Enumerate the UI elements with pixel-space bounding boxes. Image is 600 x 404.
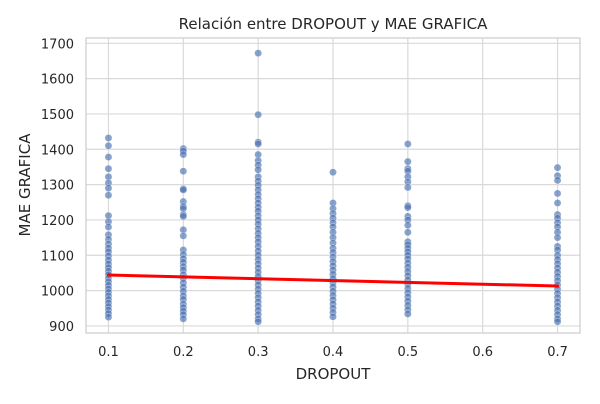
data-point xyxy=(403,140,412,148)
data-point xyxy=(104,141,113,150)
data-point xyxy=(329,168,337,177)
data-point xyxy=(254,165,263,174)
data-point xyxy=(329,312,337,321)
data-point xyxy=(254,110,263,119)
data-point xyxy=(403,183,412,192)
x-tick-label: 0.3 xyxy=(248,345,269,360)
data-point xyxy=(553,189,562,198)
y-tick-label: 1200 xyxy=(41,214,74,229)
x-tick-label: 0.7 xyxy=(547,345,568,360)
y-tick-labels: 900 1000 1100 1200 1300 1400 1500 1600 1700 xyxy=(41,37,74,335)
data-point xyxy=(254,140,263,148)
regression-line xyxy=(106,273,560,288)
x-tick-label: 0.1 xyxy=(98,345,119,360)
data-point xyxy=(104,313,113,321)
data-point xyxy=(104,184,113,192)
y-tick-label: 1300 xyxy=(41,179,74,194)
data-point xyxy=(254,317,263,326)
chart-title: Relación entre DROPOUT y MAE GRAFICA xyxy=(179,15,489,33)
data-point xyxy=(179,231,188,240)
data-point xyxy=(104,191,113,200)
data-point xyxy=(104,134,113,142)
y-tick-label: 900 xyxy=(49,320,74,335)
data-point xyxy=(179,167,188,176)
data-point xyxy=(553,176,562,185)
data-point xyxy=(104,164,113,173)
data-point xyxy=(179,150,188,159)
data-point xyxy=(403,221,412,230)
regression-line-group xyxy=(106,273,560,288)
y-tick-label: 1700 xyxy=(41,37,74,52)
data-point xyxy=(553,233,562,242)
data-point xyxy=(179,212,188,221)
data-point xyxy=(403,203,412,212)
data-point xyxy=(403,310,412,318)
data-point xyxy=(179,315,188,323)
y-axis-title: MAE GRAFICA xyxy=(16,133,34,237)
data-point xyxy=(254,49,263,58)
x-tick-label: 0.6 xyxy=(472,345,493,360)
grid xyxy=(86,38,580,333)
y-tick-label: 1600 xyxy=(41,73,74,88)
data-point xyxy=(104,223,113,231)
y-tick-label: 1100 xyxy=(41,249,74,264)
data-point xyxy=(179,186,188,194)
x-tick-label: 0.5 xyxy=(398,345,419,360)
data-point xyxy=(553,199,562,207)
y-tick-label: 1500 xyxy=(41,108,74,123)
x-tick-label: 0.2 xyxy=(173,345,194,360)
y-tick-label: 1000 xyxy=(41,285,74,300)
data-point xyxy=(553,317,562,326)
x-tick-label: 0.4 xyxy=(323,345,344,360)
x-axis-title: DROPOUT xyxy=(296,365,372,383)
plot-frame xyxy=(85,37,581,334)
x-tick-labels: 0.1 0.2 0.3 0.4 0.5 0.6 0.7 xyxy=(98,345,568,360)
y-tick-label: 1400 xyxy=(41,143,74,158)
data-point xyxy=(104,153,113,161)
data-point xyxy=(403,157,412,166)
data-point xyxy=(403,228,412,237)
data-point xyxy=(553,163,562,172)
